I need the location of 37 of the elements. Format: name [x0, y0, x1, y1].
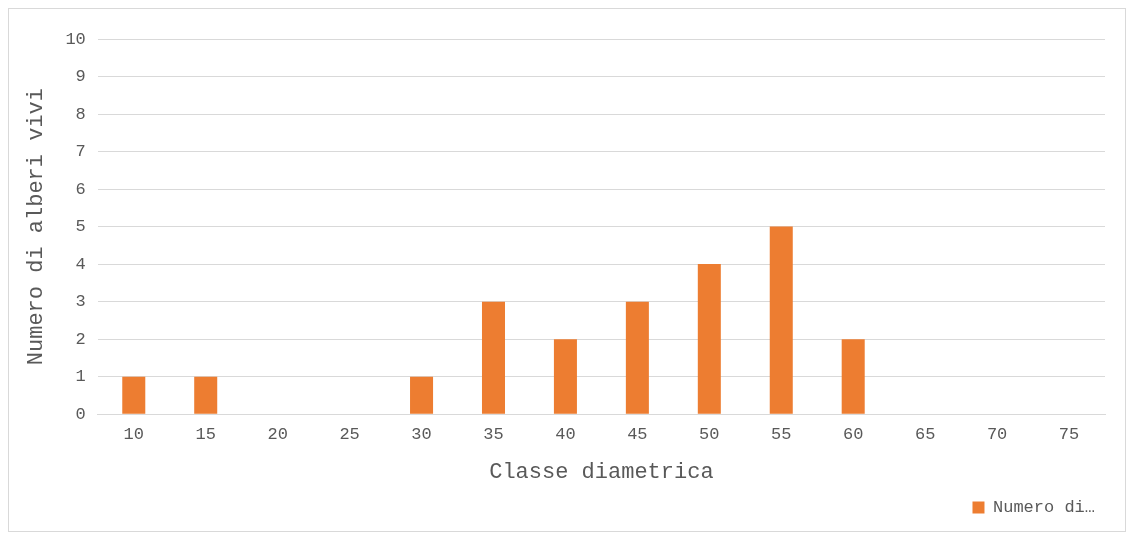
y-tick-label: 8 — [75, 104, 86, 124]
x-tick-label: 75 — [1058, 424, 1080, 444]
bar — [481, 301, 505, 414]
bar — [841, 339, 865, 414]
y-tick-label: 9 — [75, 67, 86, 87]
x-tick-label: 55 — [771, 424, 792, 444]
y-tick-label: 2 — [75, 329, 86, 349]
y-tick-label: 1 — [75, 367, 86, 387]
bar — [553, 339, 577, 414]
y-tick-label: 0 — [75, 404, 86, 424]
y-tick-label: 4 — [75, 254, 86, 274]
y-tick-label: 5 — [75, 217, 86, 237]
x-tick-label: 20 — [267, 424, 288, 444]
bar — [697, 264, 721, 414]
y-tick-label: 7 — [75, 142, 86, 162]
x-tick-label: 50 — [699, 424, 720, 444]
x-tick-label: 45 — [627, 424, 648, 444]
x-tick-label: 15 — [195, 424, 216, 444]
x-tick-label: 25 — [339, 424, 360, 444]
bar — [769, 226, 793, 414]
bar — [625, 301, 649, 414]
x-tick-label: 30 — [411, 424, 432, 444]
x-tick-label: 40 — [555, 424, 576, 444]
x-tick-label: 60 — [843, 424, 864, 444]
x-tick-label: 65 — [914, 424, 936, 444]
bar — [122, 376, 146, 414]
x-axis-title: Classe diametrica — [489, 459, 714, 485]
legend-label: Numero di… — [992, 498, 1096, 517]
x-tick-label: 10 — [123, 424, 144, 444]
bar — [410, 376, 434, 414]
bar — [194, 376, 218, 414]
y-tick-label: 10 — [65, 29, 86, 49]
y-tick-label: 3 — [75, 292, 86, 312]
y-axis-title: Numero di alberi vivi — [24, 87, 50, 366]
y-tick-label: 6 — [75, 179, 86, 199]
x-tick-label: 35 — [483, 424, 504, 444]
x-tick-label: 70 — [986, 424, 1008, 444]
